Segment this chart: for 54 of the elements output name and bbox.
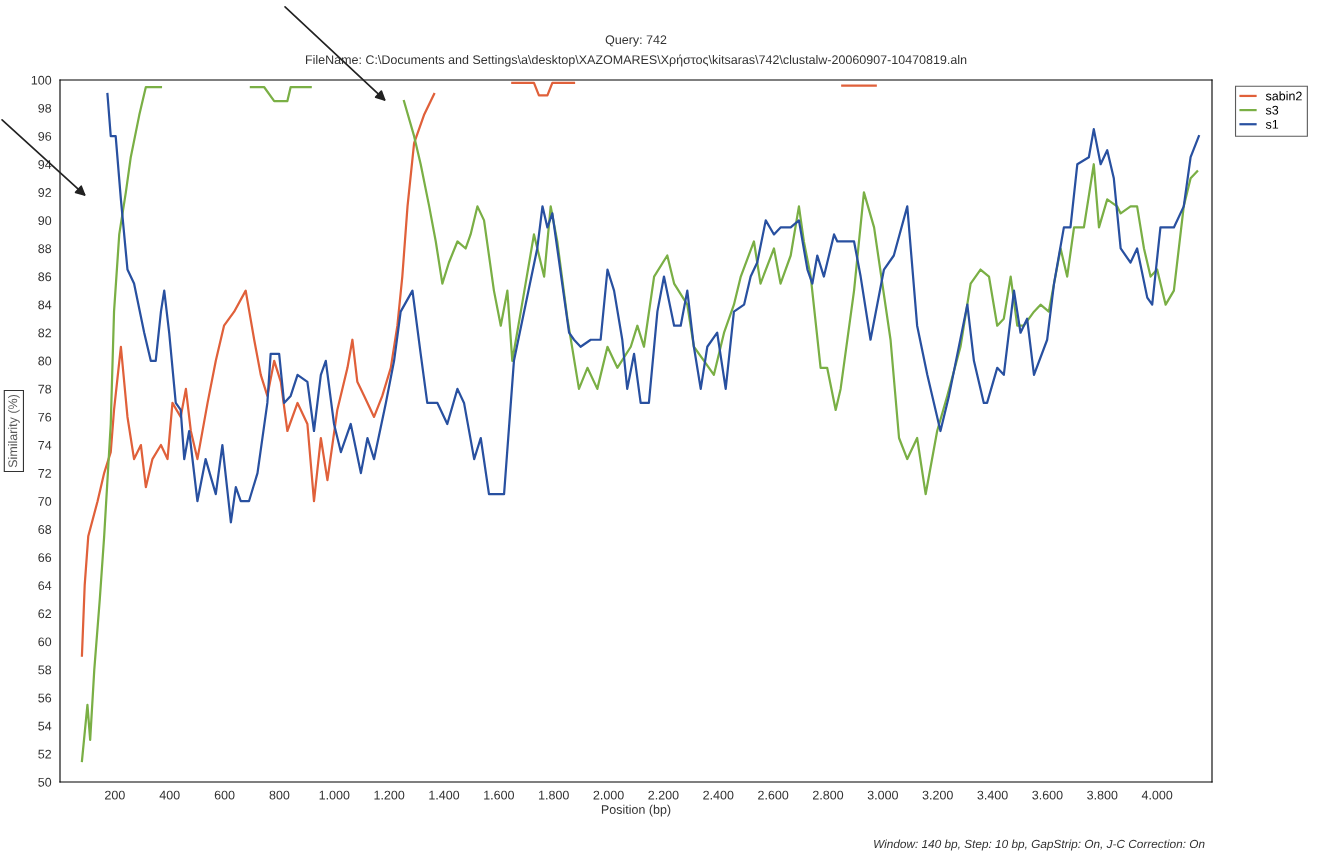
text: Window: 140 bp, Step: 10 bp, GapStrip: On, J-C Correction: On <box>874 839 1205 851</box>
legend-label: s3 <box>1265 105 1279 115</box>
y-tick-label: 94 <box>38 160 52 169</box>
y-tick-label: 88 <box>38 244 52 254</box>
x-tick-label: 3.400 <box>977 790 1008 800</box>
y-tick-label: 70 <box>38 497 52 506</box>
legend-label: s1 <box>1265 120 1279 129</box>
x-axis-title: Position (bp) <box>601 804 671 817</box>
y-tick-label: 58 <box>38 665 52 675</box>
y-axis-title: Similarity (%) <box>8 394 20 468</box>
y-tick-label: 82 <box>38 328 52 338</box>
y-tick-label: 74 <box>38 440 52 450</box>
y-tick-label: 84 <box>38 300 52 310</box>
x-tick-label: 3.000 <box>867 790 899 800</box>
y-tick-label: 62 <box>38 609 52 619</box>
x-tick-label: 600 <box>214 790 235 800</box>
y-tick-label: 78 <box>38 384 52 394</box>
x-tick-label: 2.000 <box>593 790 624 800</box>
x-tick-label: 3.600 <box>1032 790 1063 800</box>
x-tick-label: 1.800 <box>539 790 569 800</box>
x-tick-label: 3.800 <box>1087 790 1118 800</box>
y-tick-label: 52 <box>38 749 52 759</box>
y-tick-label: 66 <box>38 553 52 563</box>
chart-title: Query: 742 <box>605 35 667 47</box>
x-tick-label: 2.800 <box>812 790 844 800</box>
legend-label: sabin2 <box>1265 91 1302 101</box>
x-tick-label: 400 <box>159 790 180 800</box>
y-tick-label: 60 <box>38 637 52 647</box>
x-tick-label: 1.000 <box>319 790 350 800</box>
x-tick-label: 2.200 <box>648 790 679 800</box>
y-tick-label: 72 <box>38 468 52 478</box>
y-tick-label: 100 <box>31 75 52 85</box>
x-tick-label: 3.200 <box>922 790 953 800</box>
x-tick-label: 1.200 <box>374 790 405 800</box>
x-tick-label: 2.400 <box>703 790 734 800</box>
line-series <box>106 92 1200 524</box>
x-tick-label: 200 <box>105 790 125 800</box>
x-tick-label: 1.600 <box>484 790 515 800</box>
y-tick-label: 76 <box>38 412 52 422</box>
x-tick-label: 1.400 <box>429 790 460 800</box>
y-tick-label: 64 <box>38 581 52 591</box>
y-tick-label: 98 <box>38 103 52 113</box>
y-tick-label: 96 <box>38 131 52 141</box>
x-tick-label: 800 <box>269 790 290 800</box>
x-tick-label: 2.600 <box>758 790 789 800</box>
y-tick-label: 56 <box>38 693 52 703</box>
y-tick-label: 80 <box>38 356 52 366</box>
x-tick-label: 4.000 <box>1141 790 1173 800</box>
y-tick-label: 86 <box>38 272 52 282</box>
y-tick-label: 90 <box>38 216 52 226</box>
y-tick-label: 54 <box>38 721 52 731</box>
y-tick-label: 50 <box>38 777 52 787</box>
y-tick-label: 68 <box>38 525 52 534</box>
y-tick-label: 92 <box>38 188 52 197</box>
